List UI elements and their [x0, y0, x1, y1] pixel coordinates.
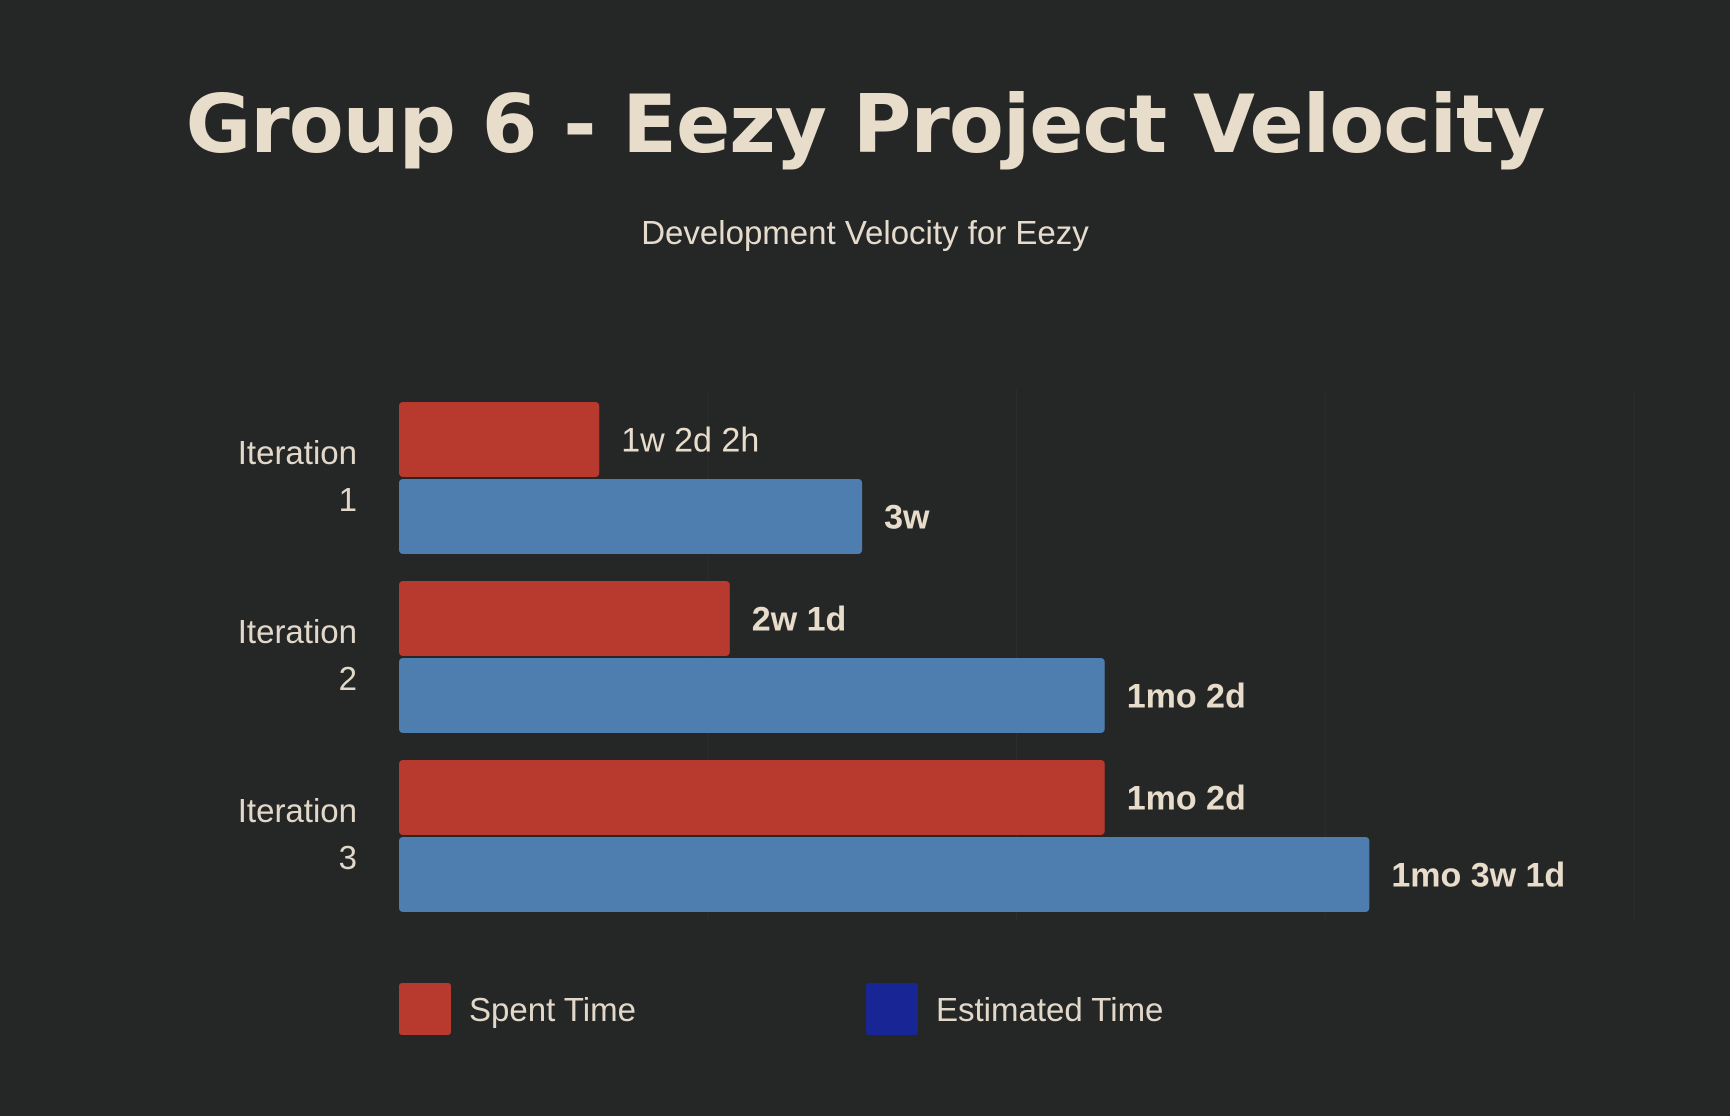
chart-title: Group 6 - Eezy Project Velocity: [185, 78, 1546, 171]
bar-spent-time-2: [399, 581, 730, 656]
data-label: 1w 2d 2h: [621, 422, 759, 460]
legend-label-spent-time: Spent Time: [469, 991, 636, 1028]
legend-swatch-estimated-time: [866, 983, 918, 1035]
bar-spent-time-3: [399, 760, 1105, 835]
legend-swatch-spent-time: [399, 983, 451, 1035]
data-label: 1mo 3w 1d: [1391, 857, 1565, 895]
category-label: 2: [339, 660, 357, 697]
bar-estimated-time-3: [399, 837, 1370, 912]
category-label: 1: [339, 481, 357, 518]
legend-label-estimated-time: Estimated Time: [936, 991, 1163, 1028]
data-label: 1mo 2d: [1127, 780, 1246, 818]
chart-subtitle: Development Velocity for Eezy: [641, 214, 1089, 251]
data-label: 1mo 2d: [1127, 678, 1246, 716]
category-label: Iteration: [238, 434, 357, 471]
data-label: 2w 1d: [752, 601, 846, 639]
bar-spent-time-1: [399, 402, 600, 477]
bar-estimated-time-2: [399, 658, 1105, 733]
data-label: 3w: [884, 499, 930, 537]
category-label: 3: [339, 839, 357, 876]
category-label: Iteration: [238, 792, 357, 829]
bar-estimated-time-1: [399, 479, 863, 554]
category-label: Iteration: [238, 613, 357, 650]
